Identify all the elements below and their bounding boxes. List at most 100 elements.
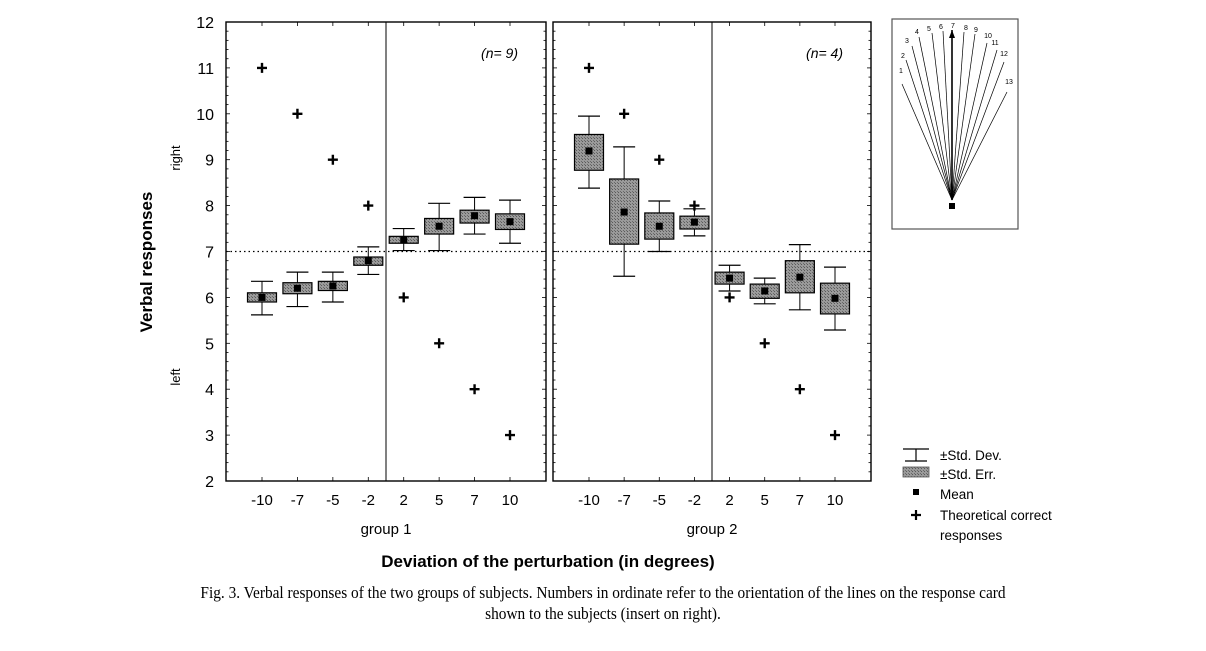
legend-label: ±Std. Err. — [940, 467, 996, 482]
theoretical-marker — [689, 200, 700, 211]
orientation-line-2 — [905, 59, 953, 201]
mean-marker — [620, 208, 628, 216]
mean-marker — [258, 293, 266, 301]
box-5 — [424, 202, 455, 349]
mean-marker — [761, 287, 769, 295]
x-tick-label: -2 — [362, 492, 375, 509]
box-10 — [494, 199, 526, 441]
theoretical-marker — [292, 108, 303, 119]
y-tick-label: 9 — [205, 153, 214, 170]
y-tick-label: 2 — [205, 474, 214, 491]
orientation-label: 7 — [951, 23, 955, 30]
legend-label: responses — [940, 528, 1003, 543]
box--5 — [317, 154, 348, 303]
theoretical-marker — [434, 338, 445, 349]
legend-cross-icon — [911, 510, 921, 520]
orientation-label: 5 — [927, 26, 931, 33]
arrow-head-icon — [949, 30, 955, 38]
mean-marker — [796, 273, 804, 281]
orientation-line-12 — [951, 61, 1005, 201]
orientation-label: 2 — [901, 53, 905, 60]
theoretical-marker — [830, 430, 840, 441]
orientation-label: 6 — [939, 24, 943, 31]
mean-marker — [726, 274, 734, 282]
x-tick-label: -10 — [578, 492, 600, 509]
orientation-label: 3 — [905, 38, 909, 45]
x-tick-label: 2 — [725, 492, 733, 509]
panels: -10 -7 -5 -2 2 5 7 10 group 1 (n= 9) -10 -7 -5 -2 2 5 7 1… — [225, 21, 872, 538]
box--10 — [246, 62, 278, 316]
x-tick-label: -2 — [688, 492, 701, 509]
group-label: group 1 — [361, 521, 412, 538]
legend-sd-icon — [903, 448, 929, 462]
mean-marker — [471, 212, 479, 220]
panel-group-2: -10 -7 -5 -2 2 5 7 10 group 2 (n= 4) — [552, 21, 872, 538]
box--2 — [353, 200, 384, 276]
origin-marker — [949, 203, 955, 209]
legend-label: Theoretical correct — [940, 508, 1052, 523]
x-axis-label: Deviation of the perturbation (in degree… — [381, 552, 714, 571]
theoretical-marker — [327, 154, 338, 165]
theoretical-marker — [505, 430, 515, 441]
y-tick-label: 5 — [205, 336, 214, 353]
axis-labels: Verbal responses right left Deviation of… — [137, 145, 715, 571]
theoretical-marker — [654, 154, 665, 165]
theoretical-marker — [363, 200, 374, 211]
x-tick-label: 2 — [400, 492, 408, 509]
orientation-line-13 — [951, 91, 1008, 201]
orientation-label: 9 — [974, 27, 978, 34]
box--7 — [282, 108, 313, 308]
box--10 — [573, 62, 605, 189]
mean-marker — [364, 257, 372, 265]
orientation-line-10 — [951, 42, 988, 201]
theoretical-marker — [759, 338, 770, 349]
mean-marker — [400, 236, 408, 244]
x-tick-label: 5 — [435, 492, 443, 509]
orientation-line-4 — [918, 36, 953, 201]
orientation-line-3 — [911, 45, 953, 201]
x-tick-label: 7 — [796, 492, 804, 509]
legend-label: Mean — [940, 487, 974, 502]
orientation-label: 11 — [991, 40, 998, 47]
mean-marker — [329, 282, 337, 290]
orientation-line-9 — [951, 33, 976, 201]
figure-caption: Fig. 3. Verbal responses of the two grou… — [42, 582, 1164, 624]
x-tick-label: -7 — [291, 492, 304, 509]
sample-size-label: (n= 4) — [806, 45, 843, 61]
theoretical-marker — [584, 62, 594, 73]
box-2 — [388, 227, 419, 303]
se-box — [784, 260, 815, 294]
orientation-label: 13 — [1005, 79, 1013, 86]
theoretical-marker — [724, 292, 735, 303]
y-tick-label: 11 — [197, 61, 214, 78]
orientation-label: 8 — [964, 25, 968, 32]
caption-line-1: Fig. 3. Verbal responses of the two grou… — [200, 583, 1006, 602]
mean-marker — [690, 218, 698, 226]
legend: ±Std. Dev. ±Std. Err. Mean Theoretical corr… — [902, 448, 1052, 543]
mean-marker — [655, 222, 663, 230]
figure-3-chart: Verbal responses right left Deviation of… — [137, 15, 1052, 571]
box-2 — [714, 264, 745, 303]
theoretical-marker — [398, 292, 409, 303]
x-tick-label: 10 — [502, 492, 519, 509]
orientation-line-6 — [942, 30, 953, 201]
sample-size-label: (n= 9) — [481, 45, 518, 61]
box--2 — [679, 200, 710, 237]
orientation-label: 10 — [984, 33, 992, 40]
mean-marker — [831, 294, 839, 302]
mean-marker — [506, 218, 514, 226]
theoretical-marker — [794, 384, 805, 395]
x-tick-label: -7 — [617, 492, 630, 509]
y-axis-right-label: right — [168, 145, 183, 171]
panel-group-1: -10 -7 -5 -2 2 5 7 10 group 1 (n= 9) — [225, 21, 547, 538]
insert-frame — [891, 18, 1019, 230]
y-tick-label: 8 — [205, 199, 214, 216]
orientation-line-5 — [931, 32, 953, 201]
y-axis-left-label: left — [168, 368, 183, 386]
orientation-label: 1 — [899, 68, 903, 75]
y-tick-label: 12 — [196, 15, 214, 32]
box--7 — [609, 108, 640, 277]
y-axis-label: Verbal responses — [137, 192, 156, 333]
orientation-line-8 — [951, 31, 965, 201]
